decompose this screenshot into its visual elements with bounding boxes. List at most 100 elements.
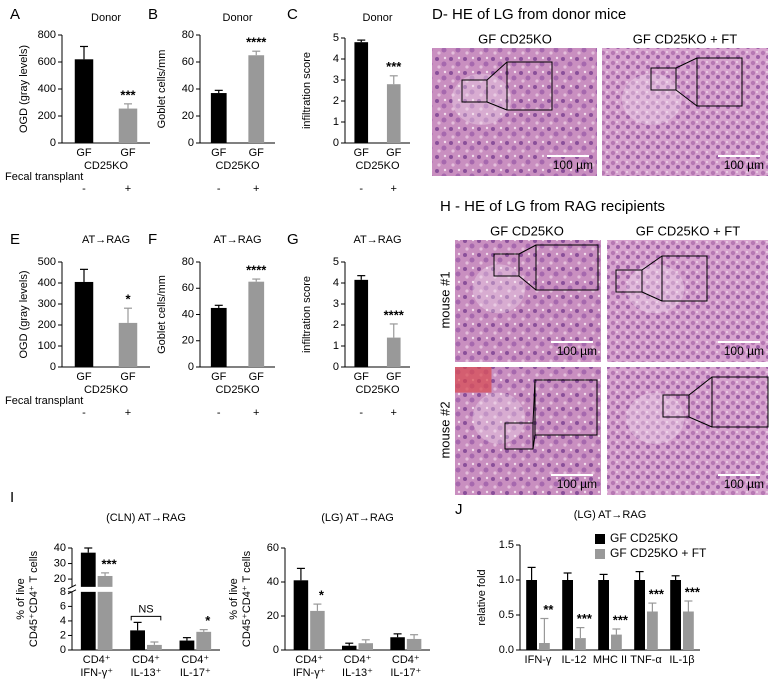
scale-bar-label: 100 µm (557, 344, 597, 358)
x-tick-label: IL-17⁺ (390, 667, 421, 679)
y-tick-label: 3 (333, 74, 339, 86)
y-tick-label: 0 (333, 361, 339, 373)
x-tick-label: CD4⁺ (83, 654, 111, 666)
significance: *** (649, 587, 665, 602)
y-tick-label: 8 (60, 586, 66, 598)
y-axis-label: CD45⁺CD4⁺ T cells (28, 550, 40, 647)
zoom-connector (688, 376, 713, 396)
bar (562, 580, 573, 650)
chart-title: Donor (91, 12, 121, 24)
x-tick-label: IFN-γ⁺ (293, 667, 326, 679)
zoom-box (696, 57, 743, 107)
bar (97, 575, 113, 587)
bar (390, 637, 405, 650)
significance: *** (577, 611, 593, 626)
panel-letter: B (148, 6, 158, 23)
row-value: + (125, 183, 131, 195)
bar (248, 55, 265, 143)
y-axis-label: infiltration score (301, 52, 313, 129)
x-tick-label: CD4⁺ (132, 654, 160, 666)
zoom-connector (675, 89, 698, 107)
panel-letter: I (10, 489, 14, 506)
row-value: - (82, 407, 86, 419)
bar (80, 552, 96, 587)
y-axis-label: OGD (gray levels) (18, 45, 30, 133)
y-axis-label: infiltration score (301, 276, 313, 353)
bracket (130, 615, 162, 621)
significance: **** (246, 35, 267, 50)
x-tick-label: GF (211, 371, 227, 383)
scale-bar-label: 100 µm (553, 158, 593, 172)
zoom-connector (518, 275, 537, 291)
y-tick-label: 0 (333, 137, 339, 149)
y-tick-label: 60 (182, 282, 194, 294)
bar (130, 630, 145, 650)
tissue-region (451, 73, 512, 125)
zoom-connector (486, 101, 508, 111)
histology-image (602, 48, 768, 176)
group-label: CD25KO (215, 160, 259, 172)
zoom-connector (641, 291, 663, 302)
x-tick-label: GF (76, 371, 92, 383)
y-tick-label: 0.0 (499, 644, 514, 656)
y-axis-label: OGD (gray levels) (18, 270, 30, 358)
zoom-box (461, 79, 488, 103)
zoom-connector (641, 255, 663, 271)
group-label: CD25KO (355, 384, 399, 396)
zoom-box (504, 422, 534, 450)
x-tick-label: GF (354, 371, 370, 383)
image-label: GF CD25KO + FT (633, 31, 737, 46)
y-tick-label: 20 (182, 110, 194, 122)
row-value: - (217, 407, 221, 419)
mouse-label: mouse #2 (437, 401, 452, 458)
x-tick-label: GF (120, 371, 136, 383)
tissue-region (472, 392, 526, 444)
x-tick-label: GF (354, 147, 370, 159)
bar (539, 643, 550, 650)
y-axis-label: % of live (15, 578, 27, 620)
x-tick-label: GF (76, 147, 92, 159)
bar (386, 337, 401, 367)
zoom-connector (532, 434, 536, 450)
zoom-box (506, 61, 553, 111)
zoom-connector (518, 244, 537, 255)
bar (147, 644, 162, 650)
significance: *** (685, 584, 701, 599)
x-tick-label: CD4⁺ (295, 654, 323, 666)
significance: NS (138, 603, 153, 615)
row-label: Fecal transplant (5, 171, 83, 183)
y-tick-label: 200 (38, 110, 56, 122)
panel-letter: G (287, 231, 299, 248)
x-tick-label: CD4⁺ (392, 654, 420, 666)
bar (634, 580, 645, 650)
bar (406, 638, 422, 650)
bar (118, 322, 138, 367)
zoom-connector (486, 61, 508, 81)
zoom-connector (675, 57, 698, 69)
bar (74, 59, 94, 143)
y-tick-label: 0 (60, 644, 66, 656)
y-tick-label: 20 (182, 335, 194, 347)
y-tick-label: 400 (38, 83, 56, 95)
y-tick-label: 200 (38, 319, 56, 331)
bar (354, 279, 369, 367)
histology-title: H - HE of LG from RAG recipients (440, 198, 665, 215)
significance: * (125, 292, 131, 307)
x-tick-label: IL-17⁺ (180, 667, 211, 679)
panel-letter: J (455, 501, 463, 518)
mouse-label: mouse #1 (437, 271, 452, 328)
bar (358, 643, 373, 650)
group-label: CD25KO (84, 384, 128, 396)
axis-break (67, 584, 77, 590)
histology-image (432, 48, 597, 176)
row-value: + (125, 407, 131, 419)
y-tick-label: 0 (188, 137, 194, 149)
bar (210, 93, 227, 143)
x-tick-label: GF (386, 371, 402, 383)
image-label: GF CD25KO (478, 31, 552, 46)
significance: * (319, 588, 325, 603)
significance: *** (101, 556, 117, 571)
bar (526, 580, 537, 650)
y-tick-label: 2 (333, 95, 339, 107)
